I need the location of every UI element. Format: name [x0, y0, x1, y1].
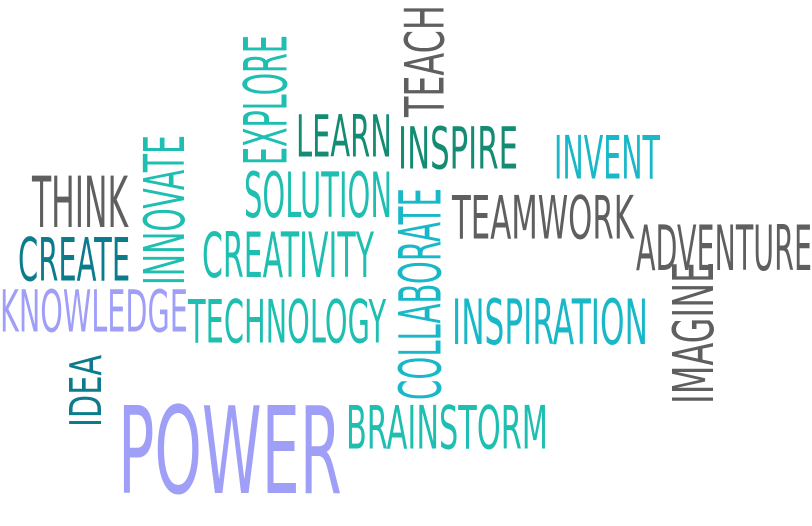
word-explore: EXPLORE — [230, 35, 301, 166]
word-imagine: IMAGINE — [660, 261, 727, 404]
word-adventure: ADVENTURE — [636, 212, 812, 285]
word-power: POWER — [118, 381, 342, 522]
word-teamwork: TEAMWORK — [452, 182, 634, 253]
word-collaborate: COLLABORATE — [386, 188, 455, 400]
word-solution: SOLUTION — [244, 159, 393, 232]
word-inspiration: INSPIRATION — [452, 286, 648, 359]
word-create: CREATE — [18, 224, 131, 295]
word-learn: LEARN — [296, 102, 392, 171]
word-technology: TECHNOLOGY — [188, 286, 387, 357]
word-knowledge: KNOWLEDGE — [0, 277, 188, 346]
word-idea: IDEA — [60, 354, 112, 427]
word-creativity: CREATIVITY — [202, 219, 374, 292]
word-innovate: INNOVATE — [131, 135, 198, 285]
word-brainstorm: BRAINSTORM — [346, 392, 548, 463]
word-think: THINK — [32, 161, 129, 244]
word-teach: TEACH — [393, 5, 457, 118]
word-inspire: INSPIRE — [398, 114, 519, 183]
word-invent: INVENT — [554, 122, 660, 193]
